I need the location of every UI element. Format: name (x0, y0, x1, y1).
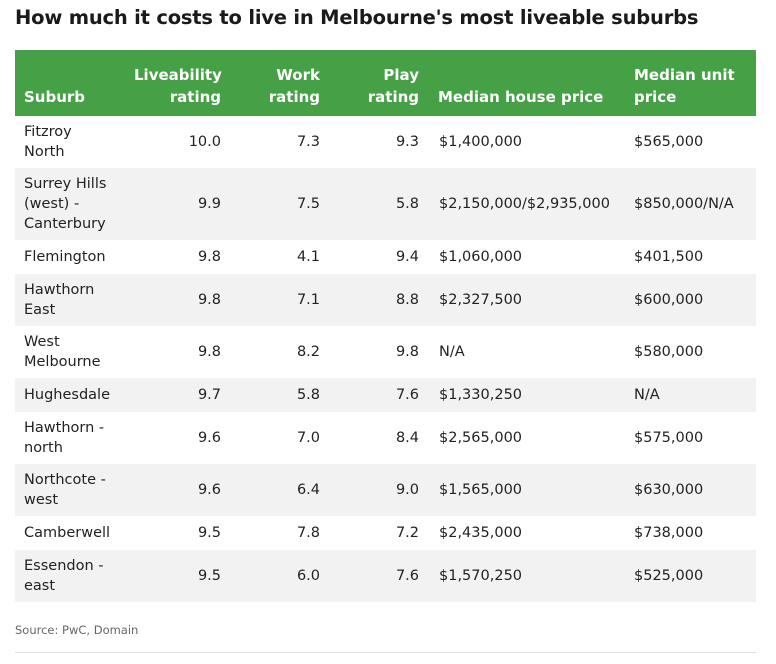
cell-house-price: $1,400,000 (439, 134, 523, 150)
table-row: Hawthorn East 9.8 7.1 8.8 $2,327,500 $600,000 (15, 274, 756, 326)
table-row: Hughesdale 9.7 5.8 7.6 $1,330,250 N/A (15, 378, 756, 412)
table-row: Essendon - east 9.5 6.0 7.6 $1,570,250 $525,0… (15, 550, 756, 602)
cell-play: 9.4 (395, 249, 419, 265)
cell-play: 9.8 (395, 344, 419, 360)
column-header: Median unit price (634, 66, 735, 106)
cell-unit-price: $630,000 (634, 482, 704, 498)
cell-work: 7.1 (296, 292, 320, 308)
cell-work: 4.1 (296, 249, 320, 265)
page-title: How much it costs to live in Melbourne's… (15, 6, 699, 29)
cell-play: 8.4 (395, 430, 419, 446)
cell-liveability: 9.6 (197, 430, 221, 446)
cell-suburb: Hawthorn East (24, 282, 95, 318)
column-header: Liveability rating (134, 66, 222, 106)
cell-play: 9.0 (395, 482, 419, 498)
cell-unit-price: $401,500 (634, 249, 704, 265)
cell-liveability: 9.6 (197, 482, 221, 498)
cell-house-price: $1,060,000 (439, 249, 523, 265)
cell-unit-price: $600,000 (634, 292, 704, 308)
cell-unit-price: $738,000 (634, 525, 704, 541)
cell-unit-price: $565,000 (634, 134, 704, 150)
table-row: West Melbourne 9.8 8.2 9.8 N/A $580,000 (15, 326, 756, 378)
cell-suburb: Northcote - west (24, 472, 106, 508)
cell-work: 7.5 (296, 196, 320, 212)
cell-house-price: $2,435,000 (439, 525, 523, 541)
cell-suburb: Camberwell (24, 525, 111, 541)
cell-suburb: Essendon - east (24, 558, 104, 594)
cell-suburb: Fitzroy North (24, 124, 72, 160)
cell-suburb: West Melbourne (24, 334, 101, 370)
table-row: Fitzroy North 10.0 7.3 9.3 $1,400,000 $565,00… (15, 116, 756, 168)
cell-suburb: Hughesdale (24, 387, 111, 403)
cell-unit-price: N/A (634, 387, 660, 403)
cell-play: 7.6 (395, 387, 419, 403)
cell-play: 5.8 (395, 196, 419, 212)
cell-liveability: 9.8 (197, 292, 221, 308)
table-header-row: Suburb Liveability rating Work rating Pl… (15, 50, 756, 116)
cell-work: 5.8 (296, 387, 320, 403)
cell-unit-price: $575,000 (634, 430, 704, 446)
cell-house-price: $2,327,500 (439, 292, 523, 308)
table-row: Camberwell 9.5 7.8 7.2 $2,435,000 $738,000 (15, 516, 756, 550)
cell-work: 7.8 (296, 525, 320, 541)
cell-liveability: 9.8 (197, 344, 221, 360)
cell-liveability: 9.8 (197, 249, 221, 265)
column-header: Play rating (367, 66, 419, 106)
cell-liveability: 10.0 (188, 134, 221, 150)
column-header: Suburb (24, 88, 86, 106)
cell-work: 7.3 (296, 134, 320, 150)
cell-house-price: $1,330,250 (439, 387, 523, 403)
table-row: Northcote - west 9.6 6.4 9.0 $1,565,000 $630,… (15, 464, 756, 516)
table-body: Fitzroy North 10.0 7.3 9.3 $1,400,000 $565,00… (15, 116, 756, 602)
bottom-divider (15, 652, 756, 653)
cell-house-price: $1,570,250 (439, 568, 523, 584)
cell-play: 7.2 (395, 525, 419, 541)
cell-play: 9.3 (395, 134, 419, 150)
table-row: Surrey Hills (west) - Canterbury 9.9 7.5 5.… (15, 168, 756, 240)
cell-liveability: 9.9 (197, 196, 221, 212)
source-note: Source: PwC, Domain (15, 623, 139, 637)
cell-liveability: 9.5 (197, 568, 221, 584)
cell-work: 6.4 (296, 482, 320, 498)
cell-unit-price: $580,000 (634, 344, 704, 360)
cell-suburb: Hawthorn - north (24, 420, 105, 456)
cell-suburb: Flemington (24, 249, 106, 265)
cell-suburb: Surrey Hills (west) - Canterbury (24, 176, 107, 232)
cell-work: 7.0 (296, 430, 320, 446)
suburbs-table: Suburb Liveability rating Work rating Pl… (15, 50, 756, 602)
cell-work: 8.2 (296, 344, 320, 360)
cell-unit-price: $525,000 (634, 568, 704, 584)
cell-house-price: N/A (439, 344, 465, 360)
cell-house-price: $2,565,000 (439, 430, 523, 446)
cell-liveability: 9.7 (197, 387, 221, 403)
cell-play: 7.6 (395, 568, 419, 584)
cell-house-price: $1,565,000 (439, 482, 523, 498)
cell-liveability: 9.5 (197, 525, 221, 541)
table-row: Flemington 9.8 4.1 9.4 $1,060,000 $401,500 (15, 240, 756, 274)
cell-play: 8.8 (395, 292, 419, 308)
column-header: Work rating (268, 66, 320, 106)
table-row: Hawthorn - north 9.6 7.0 8.4 $2,565,000 $575,… (15, 412, 756, 464)
cell-house-price: $2,150,000/$2,935,000 (439, 196, 610, 212)
cell-unit-price: $850,000/N/A (634, 196, 734, 212)
column-header: Median house price (438, 88, 604, 106)
cell-work: 6.0 (296, 568, 320, 584)
